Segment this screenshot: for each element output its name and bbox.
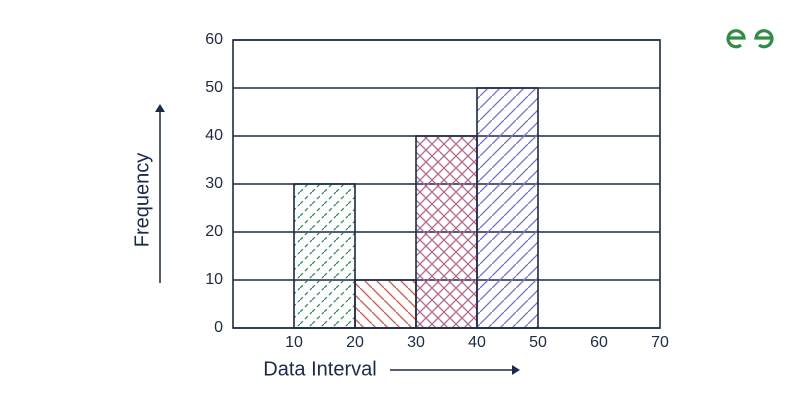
- x-tick-label: 50: [529, 334, 547, 351]
- plot-frame: [232, 39, 661, 329]
- y-axis-label: Frequency: [131, 153, 153, 248]
- logo-right: [754, 29, 774, 49]
- y-tick-label: 30: [205, 175, 223, 192]
- y-arrow-head: [155, 104, 165, 112]
- x-tick-label: 30: [407, 334, 425, 351]
- y-tick-label: 20: [205, 223, 223, 240]
- y-tick-label: 10: [205, 271, 223, 288]
- x-tick-label: 60: [590, 334, 608, 351]
- y-tick-label: 40: [205, 127, 223, 144]
- logo: [726, 29, 774, 49]
- x-tick-label: 10: [285, 334, 303, 351]
- bar: [415, 135, 478, 329]
- x-tick-label: 40: [468, 334, 486, 351]
- x-tick-label: 20: [346, 334, 364, 351]
- bar: [354, 279, 417, 329]
- x-tick-label: 70: [651, 334, 669, 351]
- logo-left: [726, 29, 746, 49]
- x-axis-label: Data Interval: [263, 358, 376, 380]
- bar: [293, 183, 356, 329]
- y-tick-label: 0: [214, 319, 223, 336]
- y-tick-label: 50: [205, 79, 223, 96]
- x-arrow-head: [512, 365, 520, 375]
- y-tick-label: 60: [205, 31, 223, 48]
- bar: [476, 87, 539, 329]
